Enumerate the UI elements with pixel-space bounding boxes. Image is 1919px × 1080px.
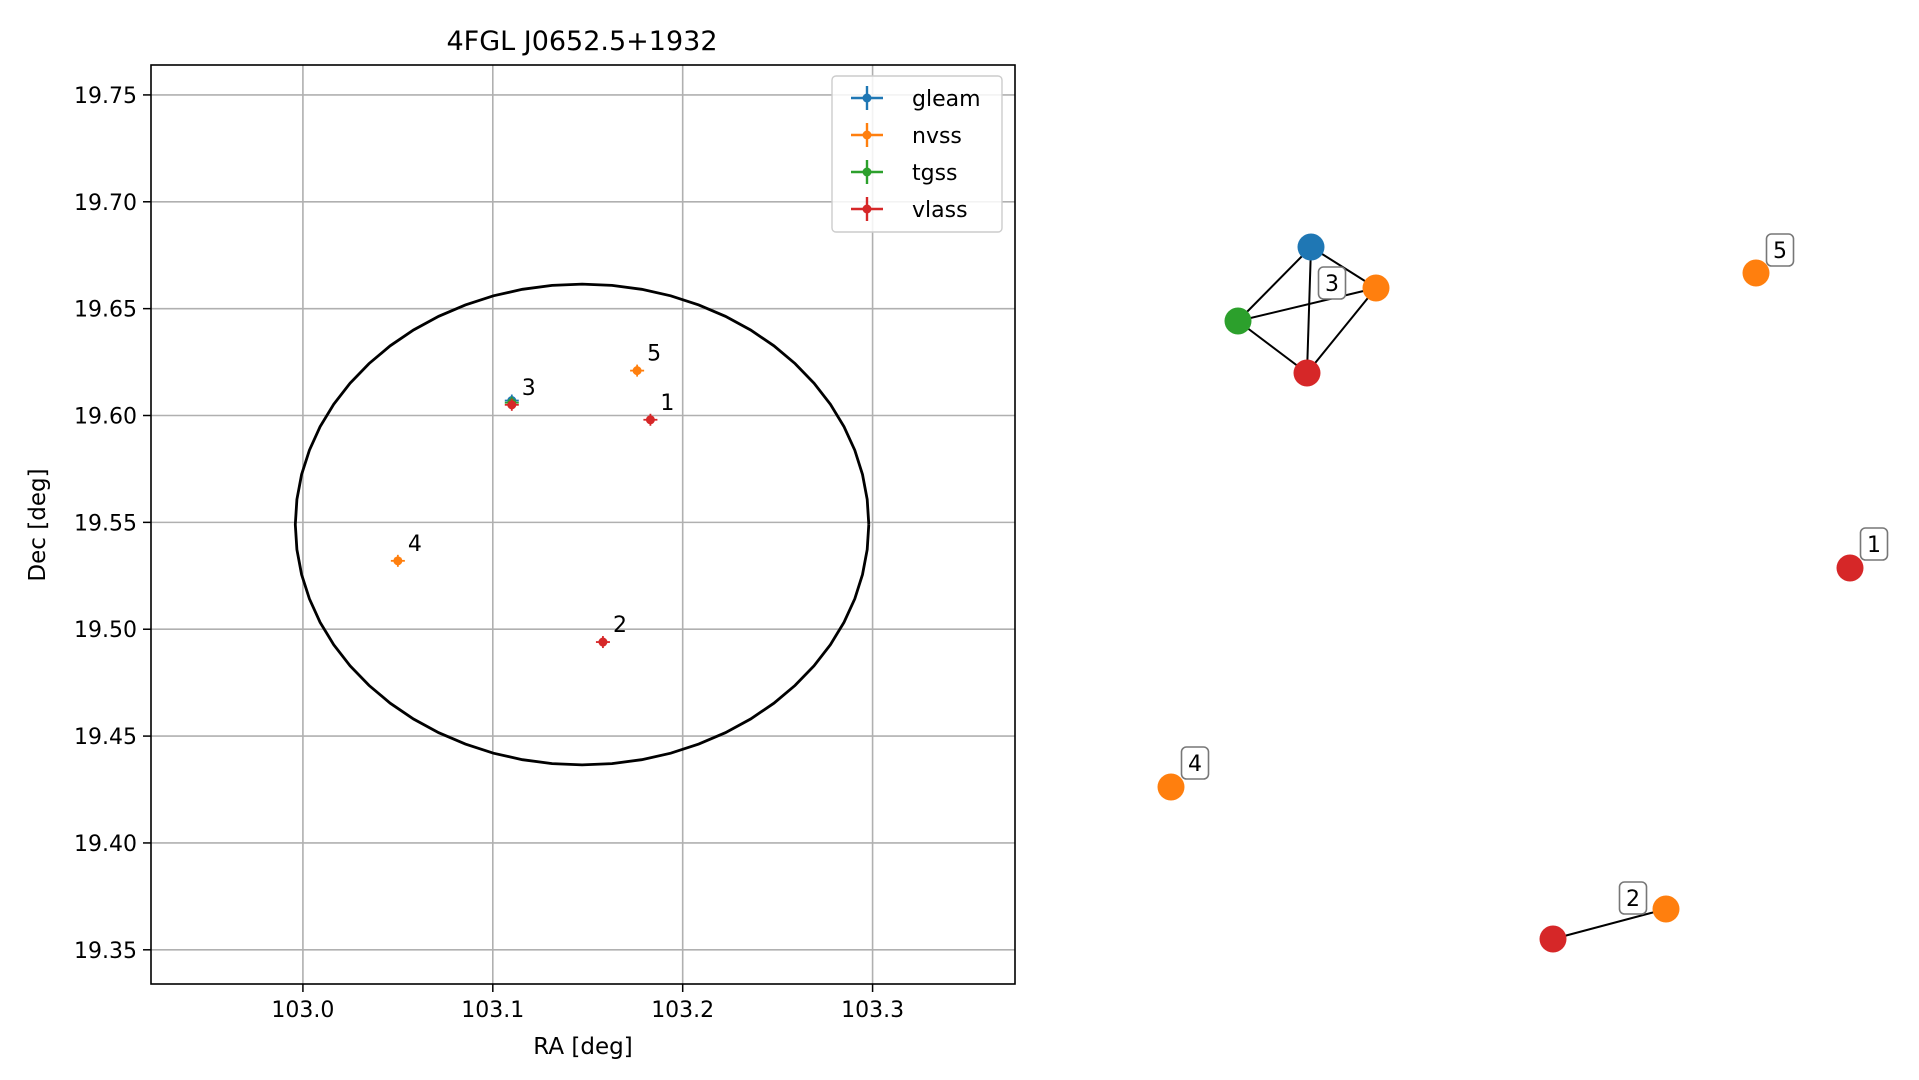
network-node xyxy=(1293,359,1321,387)
network-labels: 3 5 1 4 2 xyxy=(1180,233,1889,915)
network-node xyxy=(1742,259,1770,287)
legend-label: tgss xyxy=(912,161,958,186)
network-label-box xyxy=(1859,527,1889,561)
y-tick-label: 19.45 xyxy=(74,725,137,750)
y-tick-label: 19.75 xyxy=(74,84,137,109)
legend-label: gleam xyxy=(912,87,981,112)
network-label: 2 xyxy=(1626,887,1640,912)
network-edge xyxy=(1306,287,1377,374)
network-node xyxy=(1157,773,1185,801)
point-label: 2 xyxy=(613,613,627,638)
network-node xyxy=(1539,925,1567,953)
y-axis-label: Dec [deg] xyxy=(25,468,51,581)
vlass-point xyxy=(645,415,655,425)
y-tick-label: 19.50 xyxy=(74,618,137,643)
legend-swatch-marker xyxy=(862,204,872,214)
point-label: 5 xyxy=(647,342,661,367)
y-tick-label: 19.65 xyxy=(74,298,137,323)
y-axis-ticks: 19.35 19.40 19.45 19.50 19.55 19.60 19.65 19.70… xyxy=(74,84,151,964)
legend: gleam nvss tgss vlass xyxy=(831,75,1003,233)
plot-title: 4FGL J0652.5+1932 xyxy=(446,26,717,57)
x-tick-label: 103.2 xyxy=(651,998,714,1023)
x-tick-label: 103.3 xyxy=(841,998,904,1023)
network-edge xyxy=(1237,320,1308,374)
network-edges xyxy=(1237,246,1667,940)
point-label: 3 xyxy=(522,376,536,401)
network-label: 4 xyxy=(1188,752,1202,777)
network-node xyxy=(1836,554,1864,582)
legend-swatch-marker xyxy=(862,130,872,140)
network-label-box xyxy=(1317,266,1347,300)
vlass-point xyxy=(598,637,608,647)
network-label-box xyxy=(1180,746,1210,780)
x-tick-label: 103.0 xyxy=(271,998,334,1023)
y-tick-label: 19.55 xyxy=(74,511,137,536)
network-edge xyxy=(1552,908,1667,940)
network-node xyxy=(1652,895,1680,923)
legend-swatch-marker xyxy=(862,93,872,103)
y-tick-label: 19.40 xyxy=(74,832,137,857)
nvss-point xyxy=(632,366,642,376)
network-node xyxy=(1224,307,1252,335)
network-nodes xyxy=(1157,233,1864,953)
network-label: 3 xyxy=(1325,272,1339,297)
y-tick-label: 19.35 xyxy=(74,939,137,964)
legend-label: vlass xyxy=(912,198,968,223)
legend-box xyxy=(831,75,1003,233)
network-node xyxy=(1362,274,1390,302)
legend-label: nvss xyxy=(912,124,962,149)
y-tick-label: 19.70 xyxy=(74,191,137,216)
network-label-box xyxy=(1618,881,1648,915)
network-edge xyxy=(1306,246,1312,374)
localization-ellipse xyxy=(293,282,871,767)
network-label-box xyxy=(1765,233,1795,267)
network-edge xyxy=(1237,246,1312,322)
network-label: 5 xyxy=(1773,239,1787,264)
vlass-point xyxy=(507,400,517,410)
ellipse-outline xyxy=(293,282,871,767)
network-edge xyxy=(1237,287,1377,322)
x-axis-ticks: 103.0 103.1 103.2 103.3 xyxy=(271,984,904,1023)
crossmatch-network: 3 5 1 4 2 xyxy=(1157,233,1889,953)
x-axis-label: RA [deg] xyxy=(533,1034,632,1060)
source-points: 5 4 1 2 3 xyxy=(390,342,674,649)
network-label: 1 xyxy=(1867,533,1881,558)
network-node xyxy=(1297,233,1325,261)
plot-frame xyxy=(150,64,1016,985)
point-label: 1 xyxy=(660,391,674,416)
point-label: 4 xyxy=(408,532,422,557)
y-tick-label: 19.60 xyxy=(74,405,137,430)
x-tick-label: 103.1 xyxy=(461,998,524,1023)
legend-swatch-marker xyxy=(862,167,872,177)
nvss-point xyxy=(393,556,403,566)
